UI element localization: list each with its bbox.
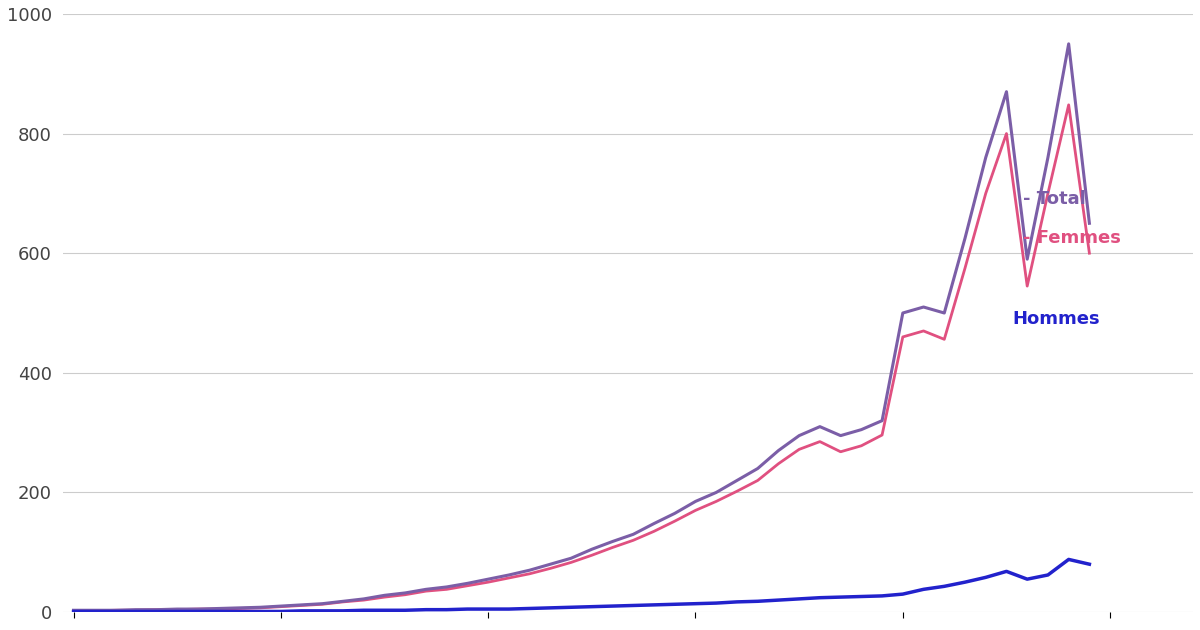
Text: Hommes: Hommes bbox=[1013, 310, 1100, 328]
Text: - Femmes: - Femmes bbox=[1024, 229, 1121, 247]
Text: - Total: - Total bbox=[1024, 190, 1086, 209]
